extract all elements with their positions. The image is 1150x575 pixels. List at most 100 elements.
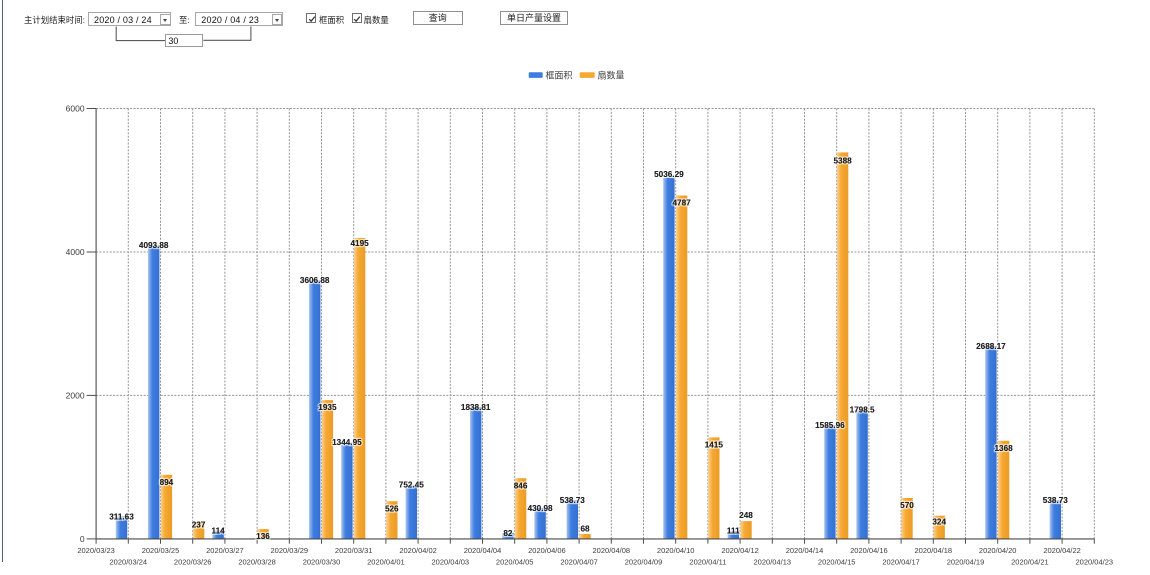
svg-text:82: 82 [503,529,513,538]
svg-text:2020/04/19: 2020/04/19 [947,558,985,567]
svg-text:1798.5: 1798.5 [850,406,875,415]
svg-text:2020/03/25: 2020/03/25 [142,546,180,555]
svg-text:2020/03/29: 2020/03/29 [271,546,309,555]
svg-text:538.73: 538.73 [1043,496,1068,505]
svg-text:1368: 1368 [994,444,1013,453]
svg-text:5388: 5388 [833,156,852,165]
svg-text:5388: 5388 [833,156,852,165]
svg-text:2020/04/23: 2020/04/23 [1076,558,1114,567]
svg-text:68: 68 [580,524,590,533]
svg-text:430.98: 430.98 [528,504,553,513]
svg-text:237: 237 [192,520,206,529]
svg-text:237: 237 [192,520,206,529]
svg-text:6000: 6000 [66,104,85,114]
svg-text:2020/04/14: 2020/04/14 [786,546,824,555]
svg-text:2020/04/08: 2020/04/08 [593,546,631,555]
svg-text:2020/04/02: 2020/04/02 [399,546,437,555]
svg-text:2020/04/07: 2020/04/07 [560,558,598,567]
svg-text:311.63: 311.63 [109,512,134,521]
svg-text:2020/04/10: 2020/04/10 [657,546,695,555]
svg-text:2020/04/06: 2020/04/06 [528,546,566,555]
svg-text:2020/04/03: 2020/04/03 [432,558,470,567]
svg-text:846: 846 [514,481,528,490]
svg-text:1415: 1415 [705,441,724,450]
svg-text:311.63: 311.63 [109,512,134,521]
svg-text:2020/04/17: 2020/04/17 [882,558,920,567]
svg-text:538.73: 538.73 [560,496,585,505]
svg-text:2020/03/24: 2020/03/24 [110,558,148,567]
svg-text:4195: 4195 [350,239,369,248]
svg-text:4093.88: 4093.88 [139,241,169,250]
svg-text:1838.81: 1838.81 [461,403,491,412]
svg-text:526: 526 [385,504,399,513]
svg-text:2688.17: 2688.17 [976,342,1006,351]
svg-text:1368: 1368 [994,444,1013,453]
svg-text:111: 111 [727,527,740,536]
svg-text:538.73: 538.73 [1043,496,1068,505]
svg-text:248: 248 [739,511,753,520]
svg-text:248: 248 [739,511,753,520]
svg-text:1344.95: 1344.95 [332,438,362,447]
svg-text:框面积: 框面积 [546,70,573,81]
svg-text:2020/03/31: 2020/03/31 [335,546,373,555]
svg-text:扇数量: 扇数量 [598,70,625,81]
svg-text:1585.96: 1585.96 [815,421,845,430]
svg-text:324: 324 [932,518,946,527]
svg-text:5036.29: 5036.29 [654,170,684,179]
svg-text:136: 136 [256,532,270,541]
svg-text:2020/03/26: 2020/03/26 [174,558,212,567]
svg-text:1935: 1935 [318,403,337,412]
svg-text:894: 894 [160,478,174,487]
svg-text:2020/04/13: 2020/04/13 [754,558,792,567]
svg-text:894: 894 [160,478,174,487]
svg-text:4195: 4195 [350,239,369,248]
svg-text:5036.29: 5036.29 [654,170,684,179]
svg-text:2020/04/18: 2020/04/18 [915,546,953,555]
svg-text:1344.95: 1344.95 [332,438,362,447]
svg-text:2020/03/28: 2020/03/28 [238,558,276,567]
svg-text:752.45: 752.45 [399,481,424,490]
svg-text:2020/03/23: 2020/03/23 [77,546,115,555]
svg-text:2020/04/15: 2020/04/15 [818,558,856,567]
svg-text:570: 570 [900,501,914,510]
svg-text:2020/04/21: 2020/04/21 [1011,558,1049,567]
svg-text:2020/04/09: 2020/04/09 [625,558,663,567]
svg-text:1838.81: 1838.81 [461,403,491,412]
svg-text:324: 324 [932,518,946,527]
svg-text:136: 136 [256,532,270,541]
svg-text:3606.88: 3606.88 [300,276,330,285]
svg-text:752.45: 752.45 [399,481,424,490]
svg-text:114: 114 [211,527,225,536]
svg-text:570: 570 [900,501,914,510]
svg-text:4787: 4787 [672,199,691,208]
svg-text:2020/04/04: 2020/04/04 [464,546,502,555]
svg-text:846: 846 [514,481,528,490]
svg-text:2020/04/12: 2020/04/12 [721,546,759,555]
svg-text:1585.96: 1585.96 [815,421,845,430]
svg-text:2688.17: 2688.17 [976,342,1006,351]
svg-text:2020/04/05: 2020/04/05 [496,558,534,567]
svg-text:2020/03/30: 2020/03/30 [303,558,341,567]
svg-text:4093.88: 4093.88 [139,241,169,250]
svg-text:1415: 1415 [705,441,724,450]
svg-text:2020/03/27: 2020/03/27 [206,546,244,555]
svg-text:82: 82 [503,529,513,538]
svg-text:2020/04/16: 2020/04/16 [850,546,888,555]
svg-text:526: 526 [385,504,399,513]
svg-text:4000: 4000 [66,247,85,257]
svg-text:2020/04/20: 2020/04/20 [979,546,1017,555]
svg-text:430.98: 430.98 [528,504,553,513]
svg-text:68: 68 [580,524,590,533]
svg-text:3606.88: 3606.88 [300,276,330,285]
svg-text:114: 114 [211,527,225,536]
svg-text:2000: 2000 [66,390,85,400]
svg-text:4787: 4787 [672,199,691,208]
svg-text:1935: 1935 [318,403,337,412]
svg-text:2020/04/01: 2020/04/01 [367,558,405,567]
svg-text:1798.5: 1798.5 [850,406,875,415]
svg-text:2020/04/22: 2020/04/22 [1043,546,1081,555]
svg-text:2020/04/11: 2020/04/11 [689,558,726,567]
svg-text:538.73: 538.73 [560,496,585,505]
svg-text:111: 111 [727,527,740,536]
svg-text:0: 0 [80,534,85,544]
